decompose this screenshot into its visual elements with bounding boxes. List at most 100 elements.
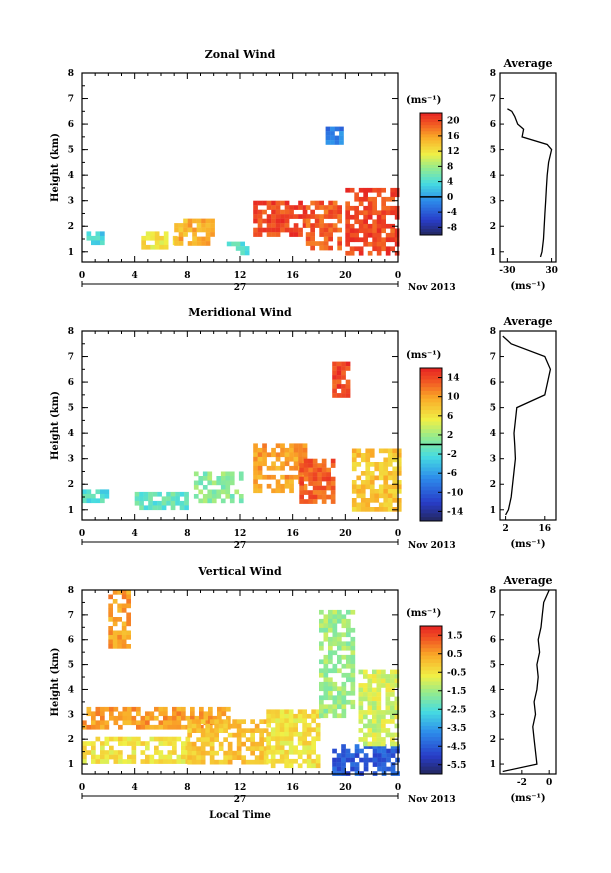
data-cell <box>302 209 308 215</box>
data-cell <box>374 475 380 481</box>
data-cell <box>376 687 382 693</box>
data-cell <box>350 627 356 633</box>
data-cell <box>187 719 192 724</box>
data-cell <box>339 131 344 136</box>
data-cell <box>332 762 337 767</box>
data-cell <box>131 754 137 760</box>
data-cell <box>241 732 246 738</box>
data-cell <box>328 209 333 215</box>
data-cell <box>330 135 335 141</box>
data-cell <box>266 227 272 233</box>
data-cell <box>323 681 329 687</box>
data-cell <box>166 496 171 502</box>
data-cell <box>202 476 208 481</box>
data-cell <box>317 467 322 473</box>
data-cell <box>205 241 211 246</box>
data-cell <box>345 219 350 225</box>
data-cell <box>376 705 382 711</box>
data-cell <box>317 476 322 482</box>
data-cell <box>372 762 378 767</box>
data-cell <box>350 609 356 615</box>
data-cell <box>328 636 333 642</box>
data-cell <box>209 755 215 760</box>
data-cell <box>392 498 398 503</box>
data-cell <box>386 766 391 772</box>
data-cell <box>271 461 276 467</box>
data-cell <box>191 728 197 733</box>
data-cell <box>266 745 271 751</box>
data-cell <box>337 614 342 620</box>
profile-y-tick-label: 4 <box>490 685 496 695</box>
data-cell <box>358 237 364 243</box>
data-cell <box>178 232 184 237</box>
data-cell <box>383 480 389 485</box>
data-cell <box>312 481 318 486</box>
data-cell <box>275 465 281 471</box>
colorbar-cell <box>420 486 442 491</box>
data-cell <box>203 720 209 726</box>
data-cell <box>319 223 324 228</box>
data-cell <box>394 683 400 688</box>
data-cell <box>250 737 255 742</box>
data-cell <box>227 755 233 760</box>
data-cell <box>163 759 168 764</box>
data-cell <box>122 720 128 726</box>
data-cell <box>154 759 159 764</box>
data-cell <box>376 219 382 225</box>
colorbar-tick-label: -8 <box>447 223 457 233</box>
data-cell <box>275 456 281 462</box>
data-cell <box>257 452 263 458</box>
colorbar-cell <box>420 644 442 649</box>
data-cell <box>381 201 386 207</box>
data-cell <box>321 472 327 477</box>
data-cell <box>275 223 281 228</box>
data-cell <box>108 617 113 622</box>
data-cell <box>381 237 386 243</box>
data-cell <box>328 232 333 237</box>
data-cell <box>220 489 226 495</box>
data-cell <box>190 706 195 712</box>
data-cell <box>323 209 329 215</box>
colorbar-cell <box>420 692 442 697</box>
x-tick-label: 16 <box>286 529 299 539</box>
data-cell <box>127 711 132 717</box>
data-cell <box>118 711 123 717</box>
y-tick-label: 7 <box>68 95 74 105</box>
data-cell <box>381 674 386 679</box>
data-cell <box>154 231 160 237</box>
data-cell <box>319 623 324 629</box>
data-cell <box>308 494 313 500</box>
data-cell <box>205 227 211 233</box>
data-cell <box>104 706 110 712</box>
data-cell <box>91 493 96 499</box>
data-cell <box>383 489 389 494</box>
data-cell <box>181 741 186 746</box>
data-cell <box>266 205 272 210</box>
data-cell <box>298 456 303 462</box>
data-cell <box>280 218 285 224</box>
data-cell <box>302 483 308 489</box>
data-cell <box>154 240 160 246</box>
data-cell <box>345 757 351 763</box>
data-cell <box>257 465 263 471</box>
data-cell <box>390 753 396 758</box>
data-cell <box>187 227 193 233</box>
colorbar-cell <box>420 685 442 690</box>
data-cell <box>323 663 329 669</box>
data-cell <box>262 209 267 215</box>
data-cell <box>158 720 164 726</box>
data-cell <box>163 244 169 250</box>
data-cell <box>337 205 342 210</box>
data-cell <box>332 704 338 710</box>
x-tick-label: 12 <box>234 783 247 793</box>
data-cell <box>141 240 146 246</box>
data-cell <box>350 663 356 669</box>
data-cell <box>311 713 316 719</box>
data-cell <box>270 731 276 737</box>
data-cell <box>358 187 364 193</box>
data-cell <box>341 366 346 371</box>
data-cell <box>332 650 338 656</box>
data-cell <box>143 505 149 511</box>
data-cell <box>336 370 342 376</box>
